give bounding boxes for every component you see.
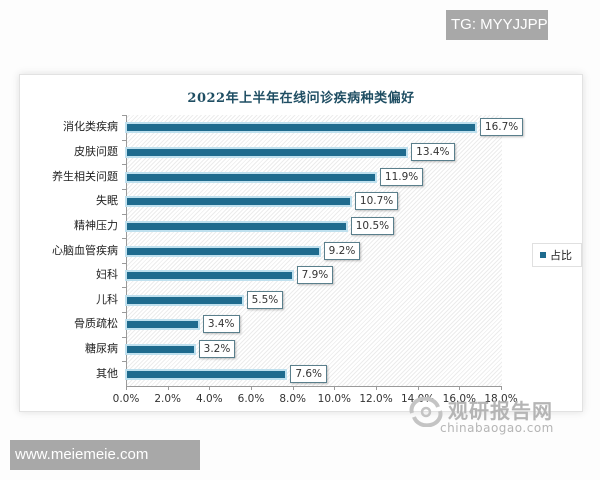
bar [127, 173, 375, 181]
y-tick [122, 115, 126, 116]
category-label: 心脑血管疾病 [52, 243, 118, 257]
watermark-text-cn: 观研报告网 [448, 399, 553, 423]
bar [127, 321, 198, 329]
bar [127, 124, 475, 132]
watermark-text-en: chinabaogao.com [440, 421, 554, 435]
category-label: 消化类疾病 [63, 120, 118, 134]
site-watermark-badge: www.meiemeie.com [10, 440, 200, 470]
x-tick [376, 386, 377, 390]
bar [127, 222, 346, 230]
chinabaogao-logo-icon [409, 397, 443, 427]
legend-swatch-icon [540, 252, 546, 258]
x-tick [417, 386, 419, 390]
category-label: 妇科 [96, 268, 118, 282]
bar [127, 198, 350, 206]
data-label: 10.7% [354, 192, 399, 211]
chart-container: 2022年上半年在线问诊疾病种类偏好 消化类疾病 16.7% 皮肤问题 13.4% 养生… [19, 74, 583, 435]
x-tick [209, 386, 211, 390]
chart-title: 2022年上半年在线问诊疾病种类偏好 [187, 91, 415, 106]
y-tick [122, 336, 126, 338]
bar [127, 272, 292, 280]
legend: 占比 [532, 243, 582, 267]
x-tick [167, 386, 169, 390]
x-tick-label: 12.0% [359, 393, 393, 405]
category-label: 精神压力 [74, 218, 118, 232]
x-tick-label: 10.0% [317, 393, 351, 405]
y-tick [122, 361, 126, 363]
bar [127, 148, 407, 156]
legend-label: 占比 [550, 249, 572, 262]
data-label: 7.9% [296, 266, 334, 285]
x-tick [292, 386, 294, 390]
x-tick-label: 4.0% [195, 393, 223, 405]
category-label: 失眠 [96, 194, 118, 208]
category-label: 皮肤问题 [74, 144, 118, 158]
bar [127, 296, 242, 304]
category-label: 骨质疏松 [74, 317, 118, 331]
x-tick [251, 386, 252, 390]
x-tick [334, 386, 336, 390]
y-tick [122, 188, 126, 190]
x-axis [126, 386, 502, 387]
data-label: 16.7% [479, 118, 524, 137]
data-label: 7.6% [290, 364, 328, 383]
data-label: 13.4% [411, 142, 455, 161]
data-label: 3.4% [202, 315, 240, 334]
category-label: 糖尿病 [85, 342, 118, 356]
data-label: 9.2% [323, 241, 361, 260]
x-tick [126, 386, 127, 390]
category-label: 其他 [96, 366, 118, 380]
data-label: 5.5% [246, 290, 284, 309]
x-tick-label: 2.0% [154, 393, 181, 405]
x-tick-label: 18.0% [484, 393, 518, 405]
x-tick [459, 386, 461, 390]
data-label: 10.5% [350, 216, 395, 235]
y-tick [122, 287, 126, 289]
y-tick [122, 238, 126, 240]
bar [127, 247, 319, 255]
x-tick [501, 386, 502, 390]
bar [127, 370, 286, 378]
y-tick [122, 213, 126, 215]
y-tick [122, 164, 126, 166]
category-label: 养生相关问题 [52, 169, 118, 183]
y-tick [122, 139, 126, 141]
x-tick-label: 16.0% [442, 393, 476, 405]
y-tick [122, 262, 126, 264]
data-label: 11.9% [379, 167, 424, 186]
category-label: 儿科 [96, 292, 118, 306]
bar [127, 346, 194, 354]
data-label: 3.2% [198, 340, 236, 359]
x-tick-label: 0.0% [112, 393, 140, 405]
y-axis [126, 115, 127, 386]
tg-watermark-badge: TG: MYYJJPP [446, 10, 548, 40]
y-tick [122, 312, 126, 314]
x-tick-label: 6.0% [237, 393, 265, 405]
x-tick-label: 8.0% [279, 393, 306, 405]
